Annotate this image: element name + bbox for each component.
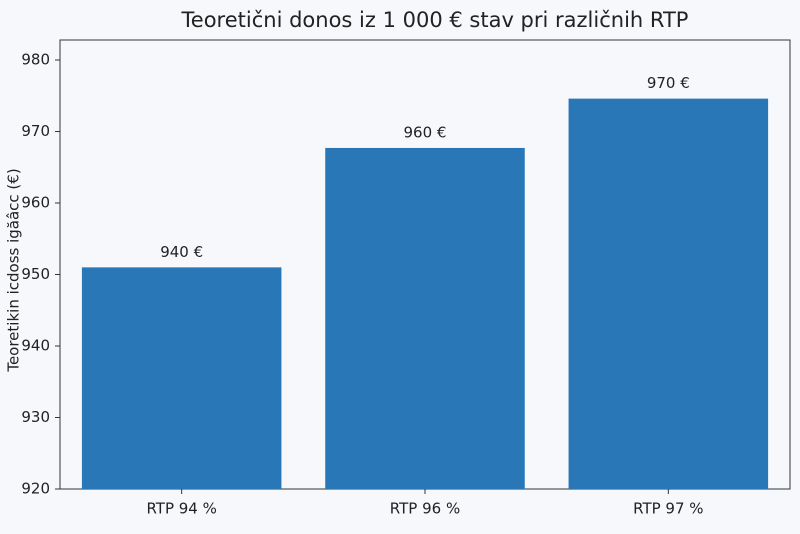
bar <box>568 98 769 490</box>
x-tick-label: RTP 97 % <box>633 500 703 518</box>
bar <box>81 267 282 489</box>
y-tick-label: 940 <box>21 337 50 355</box>
x-tick-label: RTP 94 % <box>146 500 216 518</box>
bar-annotation: 940 € <box>160 243 203 261</box>
chart-title: Teoretični donos iz 1 000 € stav pri raz… <box>181 8 689 32</box>
y-tick-label: 920 <box>21 480 50 498</box>
bar <box>325 147 525 489</box>
y-tick-label: 950 <box>21 265 50 283</box>
y-tick-label: 960 <box>21 194 50 212</box>
x-tick-label: RTP 96 % <box>390 500 460 518</box>
y-tick-label: 930 <box>21 408 50 426</box>
y-axis-label: Teoretikin icdoss igăâcc (€) <box>5 168 23 372</box>
y-tick-label: 970 <box>21 122 50 140</box>
y-tick-label: 980 <box>21 51 50 69</box>
bar-annotation: 970 € <box>647 74 690 92</box>
bar-annotation: 960 € <box>404 123 447 141</box>
